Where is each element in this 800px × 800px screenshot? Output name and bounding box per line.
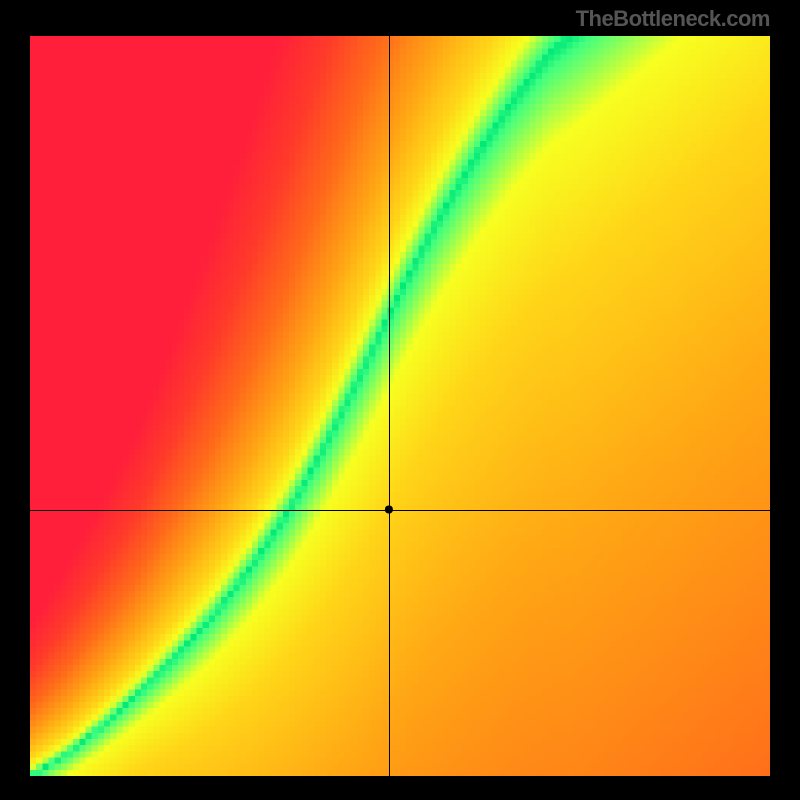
- overlay-canvas: [30, 36, 770, 776]
- plot-area: [30, 36, 770, 776]
- chart-container: TheBottleneck.com: [0, 0, 800, 800]
- watermark-text: TheBottleneck.com: [576, 6, 770, 32]
